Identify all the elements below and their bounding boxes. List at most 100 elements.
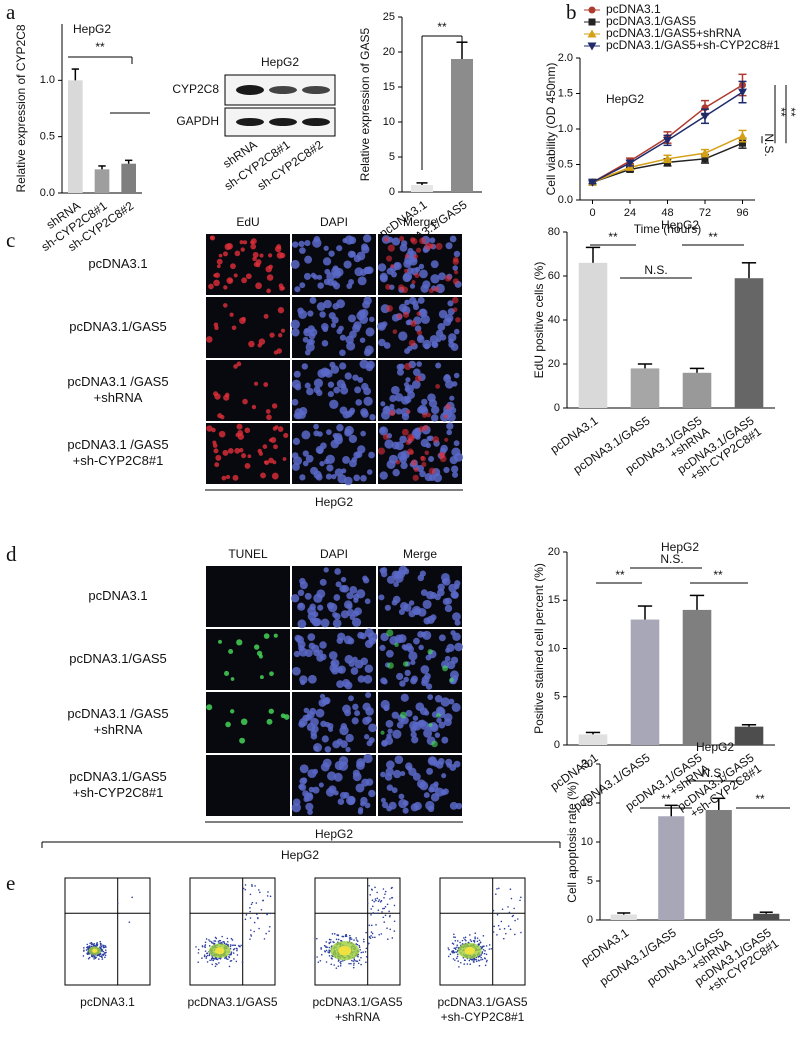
cell-dot xyxy=(414,375,422,382)
cell-dot xyxy=(234,447,241,454)
cell-dot xyxy=(242,398,248,405)
cell-dot xyxy=(302,460,309,467)
cell-dot xyxy=(277,307,285,314)
event xyxy=(344,934,347,936)
cell-dot xyxy=(392,729,402,739)
cell-dot xyxy=(236,639,243,646)
cell-dot xyxy=(438,721,446,729)
cell-dot xyxy=(291,328,300,337)
bar xyxy=(610,914,637,920)
legend-marker xyxy=(588,6,596,14)
cell-dot xyxy=(233,364,238,369)
row-label: +shRNA xyxy=(94,722,143,737)
cell-dot xyxy=(362,575,368,582)
cell-dot xyxy=(322,758,332,768)
event xyxy=(454,947,457,949)
cell-dot xyxy=(444,414,449,419)
cell-dot xyxy=(449,235,457,243)
cell-dot xyxy=(301,363,308,370)
event xyxy=(233,944,235,947)
cell-dot xyxy=(258,338,266,345)
panel-letter: c xyxy=(6,228,15,252)
cell-dot xyxy=(411,675,418,683)
cell-dot xyxy=(336,680,344,689)
cell-dot xyxy=(271,472,279,480)
chart-title: HepG2 xyxy=(661,540,699,554)
cell-dot xyxy=(389,409,396,417)
event xyxy=(478,943,480,946)
event xyxy=(229,945,232,948)
cell-dot xyxy=(266,414,272,421)
event xyxy=(213,940,215,942)
cell-dot xyxy=(440,697,450,707)
cell-dot xyxy=(356,589,366,599)
cell-dot xyxy=(304,649,313,658)
cell-dot xyxy=(214,325,219,331)
flow-label: +sh-CYP2C8#1 xyxy=(441,1010,525,1024)
cell-dot xyxy=(263,633,270,639)
cell-dot xyxy=(422,412,427,418)
row-label: pcDNA3.1 /GAS5 xyxy=(67,374,168,389)
cell-dot xyxy=(391,787,398,794)
cell-dot xyxy=(396,363,404,371)
event xyxy=(331,933,334,935)
annotation: ** xyxy=(95,40,105,54)
cell-dot xyxy=(268,264,273,270)
event xyxy=(337,960,340,962)
event xyxy=(333,933,336,935)
y-tick-label: 20 xyxy=(548,546,560,558)
y-tick-label: 5 xyxy=(587,875,593,887)
cell-dot xyxy=(400,770,406,777)
cell-dot xyxy=(389,394,397,403)
event xyxy=(86,943,89,946)
cell-dot xyxy=(444,604,453,613)
cell-dot xyxy=(451,471,459,478)
annotation: N.S. xyxy=(644,263,667,277)
cell-dot xyxy=(297,307,304,315)
event xyxy=(249,917,252,919)
cell-dot xyxy=(436,717,442,724)
cell-dot xyxy=(306,710,315,719)
point xyxy=(663,136,672,145)
event xyxy=(497,924,500,927)
event xyxy=(376,897,379,900)
cell-dot xyxy=(345,746,351,753)
event xyxy=(360,963,362,966)
cell-dot xyxy=(346,592,354,600)
event xyxy=(463,937,465,939)
event xyxy=(391,886,393,889)
cell-dot xyxy=(335,581,342,588)
event xyxy=(507,906,509,908)
cell-dot xyxy=(279,252,286,259)
event xyxy=(473,941,476,943)
cell-dot xyxy=(304,328,310,334)
event xyxy=(232,948,235,951)
event xyxy=(507,925,510,927)
cell-dot xyxy=(424,672,431,680)
event xyxy=(356,960,358,963)
caption: HepG2 xyxy=(315,827,353,841)
cell-dot xyxy=(428,474,436,482)
event xyxy=(258,889,260,891)
cell-dot xyxy=(383,405,390,412)
row-label: +sh-CYP2C8#1 xyxy=(73,785,164,800)
event xyxy=(465,939,467,942)
cell-dot xyxy=(271,403,278,409)
y-axis-label: Cell viability (OD 450nm) xyxy=(544,63,558,196)
event xyxy=(230,953,232,955)
bar xyxy=(411,185,433,192)
cell-dot xyxy=(421,679,428,687)
cell-dot xyxy=(422,280,431,289)
event xyxy=(368,942,370,945)
cell-dot xyxy=(422,424,429,431)
event-core xyxy=(214,947,225,955)
micrograph xyxy=(206,297,290,358)
cell-dot xyxy=(416,335,425,343)
cell-dot xyxy=(355,783,365,793)
event xyxy=(453,933,455,936)
event xyxy=(362,951,364,954)
annotation: N.S. xyxy=(762,133,776,156)
cell-dot xyxy=(384,736,394,745)
cell-dot xyxy=(313,618,322,627)
cell-dot xyxy=(379,644,386,652)
